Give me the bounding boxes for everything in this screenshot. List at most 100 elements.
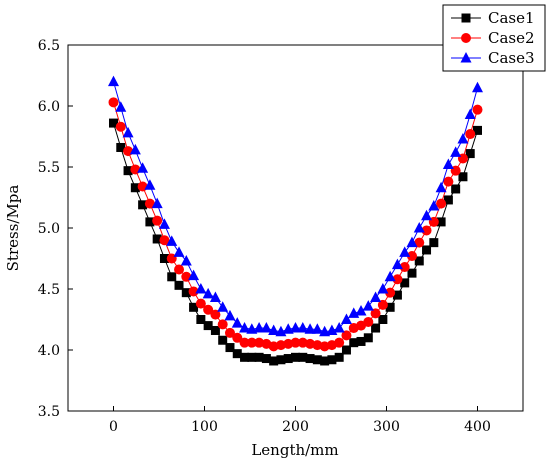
data-point [138, 200, 148, 210]
data-point [450, 146, 462, 157]
data-point [174, 280, 184, 290]
data-point [253, 322, 265, 333]
data-point [428, 200, 440, 211]
data-point [108, 97, 119, 108]
x-tick-label: 200 [282, 419, 309, 435]
data-point [130, 183, 140, 193]
data-point [276, 355, 286, 365]
data-point [305, 354, 315, 364]
x-tick-label: 0 [109, 419, 118, 435]
data-point [209, 291, 221, 303]
data-point [210, 309, 221, 320]
data-point [378, 315, 388, 324]
data-point [414, 256, 424, 266]
data-point [429, 238, 439, 248]
legend-label: Case2 [488, 29, 535, 47]
y-tick-label: 4.0 [38, 343, 60, 359]
data-point [137, 162, 149, 173]
data-point [239, 337, 250, 348]
data-point [174, 264, 185, 275]
y-axis-ticks: 3.5 4.0 4.5 5.0 5.5 6.0 6.5 [38, 38, 73, 420]
x-tick-label: 300 [373, 419, 400, 435]
data-point [231, 317, 243, 328]
data-point [173, 246, 185, 257]
data-point [436, 198, 447, 209]
legend-item-case1: Case1 [451, 9, 535, 27]
series-line [113, 81, 478, 333]
y-tick-label: 3.5 [38, 404, 60, 420]
data-point [268, 324, 280, 335]
data-point [443, 195, 453, 205]
data-point [152, 234, 162, 244]
data-point [180, 254, 192, 266]
data-point [370, 308, 381, 319]
legend-item-case3: Case3 [451, 49, 535, 67]
data-point [123, 166, 133, 176]
data-point [472, 104, 483, 115]
data-point [129, 143, 141, 155]
legend-label: Case1 [488, 9, 535, 27]
data-point [421, 225, 432, 236]
y-tick-label: 4.5 [38, 282, 60, 298]
data-point [451, 184, 461, 194]
data-point [283, 354, 293, 364]
data-point [298, 352, 308, 362]
data-point [400, 278, 410, 288]
plot-area [108, 75, 483, 366]
data-point [384, 270, 396, 282]
data-point [188, 269, 200, 281]
data-point [144, 179, 156, 190]
data-point [218, 335, 228, 345]
data-point [166, 235, 178, 246]
data-point [195, 283, 207, 294]
data-point [269, 356, 279, 366]
data-point [406, 236, 418, 248]
data-point [181, 288, 191, 298]
data-point [377, 283, 389, 294]
data-point [371, 323, 381, 333]
x-axis-title: Length/mm [251, 441, 338, 459]
data-point [407, 268, 417, 278]
data-point [356, 336, 366, 346]
data-point [109, 118, 118, 128]
data-point [224, 309, 236, 321]
data-point [195, 298, 206, 309]
legend-item-case2: Case2 [451, 29, 535, 47]
data-point [115, 121, 126, 132]
data-point [254, 352, 264, 362]
data-point [355, 304, 367, 316]
data-point [203, 304, 214, 315]
data-point [159, 254, 169, 263]
y-tick-label: 5.5 [38, 160, 60, 176]
data-point [406, 251, 417, 262]
data-point [224, 327, 235, 338]
data-point [217, 301, 229, 312]
data-point [232, 332, 243, 343]
data-point [399, 262, 410, 273]
data-point [391, 258, 403, 270]
data-point [151, 197, 163, 209]
legend-swatch-marker [461, 33, 471, 43]
y-tick-label: 5.0 [38, 221, 60, 237]
data-point [108, 75, 119, 87]
data-point [304, 323, 316, 334]
data-point [122, 126, 134, 138]
data-point [189, 302, 199, 312]
data-point [349, 338, 359, 348]
data-point [377, 299, 388, 310]
data-point [247, 352, 257, 362]
data-point [311, 323, 323, 334]
data-point [144, 198, 155, 209]
data-point [158, 218, 170, 229]
data-point [392, 274, 403, 285]
data-point [421, 209, 433, 221]
y-axis-title: Stress/Mpa [4, 185, 22, 272]
data-point [363, 333, 373, 343]
legend-label: Case3 [488, 49, 535, 67]
data-point [341, 330, 352, 341]
data-point [458, 172, 468, 182]
data-point [399, 246, 411, 257]
series-case1 [109, 118, 482, 366]
data-point [217, 319, 228, 330]
